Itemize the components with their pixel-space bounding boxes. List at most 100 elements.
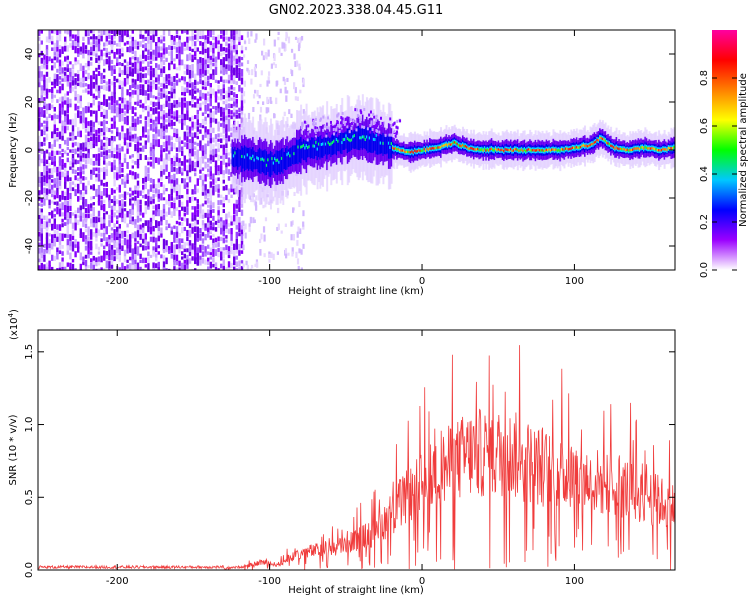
heatmap-cell bbox=[92, 45, 95, 52]
heatmap-cell bbox=[58, 144, 62, 149]
heatmap-cell bbox=[305, 144, 308, 148]
heatmap-cell bbox=[58, 203, 62, 210]
heatmap-cell bbox=[87, 106, 90, 113]
heatmap-cell bbox=[212, 69, 215, 76]
heatmap-cell bbox=[129, 256, 132, 261]
heatmap-cell bbox=[194, 226, 197, 233]
heatmap-cell bbox=[110, 151, 114, 158]
heatmap-cell bbox=[79, 111, 82, 115]
heatmap-cell bbox=[168, 223, 171, 229]
heatmap-cell bbox=[233, 92, 236, 99]
heatmap-cell bbox=[116, 110, 119, 118]
heatmap-cell bbox=[129, 219, 132, 225]
heatmap-cell bbox=[181, 244, 184, 250]
heatmap-cell bbox=[209, 200, 212, 207]
heatmap-cell bbox=[235, 255, 238, 260]
heatmap-cell bbox=[181, 42, 184, 49]
heatmap-cell bbox=[160, 221, 163, 226]
heatmap-cell bbox=[58, 49, 62, 56]
heatmap-cell bbox=[162, 83, 166, 89]
heatmap-cell bbox=[186, 136, 189, 143]
heatmap-cell bbox=[123, 59, 127, 63]
heatmap-cell bbox=[337, 123, 340, 127]
heatmap-cell bbox=[199, 107, 202, 111]
heatmap-cell bbox=[370, 127, 373, 153]
heatmap-cell bbox=[82, 36, 85, 41]
heatmap-cell bbox=[222, 154, 225, 161]
heatmap-cell bbox=[105, 169, 108, 177]
heatmap-cell bbox=[84, 83, 88, 87]
heatmap-cell bbox=[254, 201, 258, 208]
heatmap-cell bbox=[442, 144, 445, 147]
heatmap-cell bbox=[152, 262, 155, 270]
heatmap-cell bbox=[342, 138, 345, 142]
heatmap-cell bbox=[262, 55, 265, 61]
heatmap-cell bbox=[64, 56, 67, 62]
heatmap-cell bbox=[152, 246, 155, 254]
heatmap-cell bbox=[227, 52, 231, 59]
heatmap-cell bbox=[66, 91, 69, 96]
heatmap-cell bbox=[194, 184, 197, 191]
heatmap-cell bbox=[136, 152, 140, 158]
heatmap-cell bbox=[58, 233, 62, 241]
heatmap-cell bbox=[385, 137, 388, 155]
heatmap-cell bbox=[368, 113, 371, 117]
heatmap-cell bbox=[175, 244, 179, 250]
heatmap-cell bbox=[248, 223, 251, 227]
heatmap-cell bbox=[212, 190, 215, 196]
heatmap-cell bbox=[126, 73, 129, 79]
heatmap-cell bbox=[69, 192, 72, 201]
heatmap-cell bbox=[103, 47, 106, 51]
heatmap-cell bbox=[240, 69, 244, 77]
heatmap-cell bbox=[233, 61, 236, 66]
heatmap-cell bbox=[152, 74, 155, 78]
heatmap-cell bbox=[435, 146, 438, 150]
heatmap-cell bbox=[201, 167, 205, 171]
heatmap-cell bbox=[227, 118, 231, 127]
heatmap-cell bbox=[307, 124, 310, 128]
heatmap-cell bbox=[134, 200, 137, 206]
heatmap-cell bbox=[157, 178, 160, 183]
heatmap-cell bbox=[194, 161, 197, 168]
heatmap-cell bbox=[369, 110, 372, 114]
heatmap-cell bbox=[530, 149, 533, 152]
heatmap-cell bbox=[217, 188, 220, 193]
heatmap-cell bbox=[100, 167, 103, 172]
heatmap-cell bbox=[333, 132, 336, 136]
heatmap-cell bbox=[147, 189, 150, 195]
heatmap-cell bbox=[40, 129, 43, 137]
heatmap-cell bbox=[335, 132, 338, 156]
heatmap-cell bbox=[400, 149, 403, 152]
heatmap-cell bbox=[600, 136, 603, 140]
heatmap-cell bbox=[105, 30, 108, 37]
heatmap-cell bbox=[199, 62, 202, 69]
heatmap-cell bbox=[255, 195, 258, 201]
heatmap-cell bbox=[199, 89, 202, 98]
heatmap-cell bbox=[100, 56, 103, 61]
heatmap-cell bbox=[157, 64, 160, 70]
heatmap-cell bbox=[118, 48, 121, 55]
heatmap-cell bbox=[64, 205, 67, 213]
heatmap-cell bbox=[204, 48, 207, 54]
heatmap-cell bbox=[564, 147, 567, 150]
heatmap-cell bbox=[350, 122, 353, 126]
heatmap-cell bbox=[233, 55, 236, 64]
heatmap-cell bbox=[199, 162, 202, 169]
heatmap-cell bbox=[116, 247, 119, 254]
heatmap-cell bbox=[90, 30, 93, 34]
heatmap-cell bbox=[147, 157, 150, 161]
heatmap-cell bbox=[168, 176, 171, 184]
heatmap-cell bbox=[129, 102, 132, 110]
heatmap-cell bbox=[149, 151, 153, 156]
y-tick-label: 0 bbox=[24, 147, 35, 153]
heatmap-cell bbox=[131, 154, 134, 158]
heatmap-cell bbox=[155, 77, 158, 83]
heatmap-cell bbox=[48, 233, 51, 237]
heatmap-cell bbox=[217, 45, 220, 53]
heatmap-cell bbox=[149, 60, 153, 65]
heatmap-cell bbox=[293, 53, 296, 60]
heatmap-cell bbox=[212, 149, 215, 158]
heatmap-cell bbox=[162, 204, 166, 210]
heatmap-cell bbox=[235, 231, 238, 239]
heatmap-cell bbox=[134, 45, 137, 50]
